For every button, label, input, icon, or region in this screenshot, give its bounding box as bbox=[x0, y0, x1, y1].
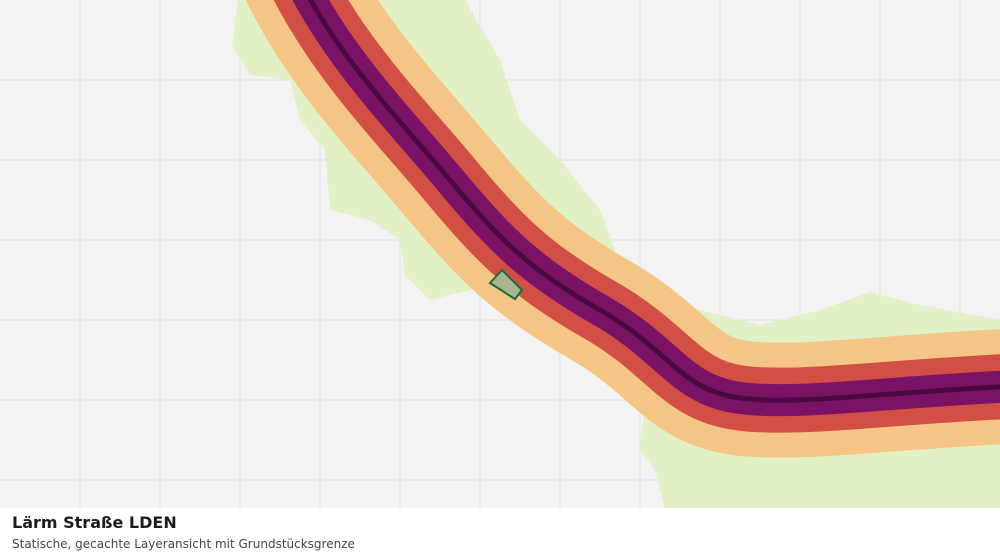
info-panel: Lärm Straße LDEN Statische, gecachte Lay… bbox=[0, 508, 1000, 560]
noise-zone-extreme bbox=[307, 0, 1000, 403]
map bbox=[0, 0, 1000, 508]
panel-title: Lärm Straße LDEN bbox=[12, 513, 177, 532]
parcel-boundary bbox=[488, 268, 524, 301]
panel-subtitle: Statische, gecachte Layeransicht mit Gru… bbox=[12, 537, 355, 551]
